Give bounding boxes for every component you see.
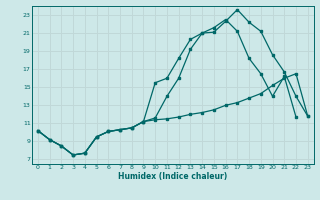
X-axis label: Humidex (Indice chaleur): Humidex (Indice chaleur) [118, 172, 228, 181]
